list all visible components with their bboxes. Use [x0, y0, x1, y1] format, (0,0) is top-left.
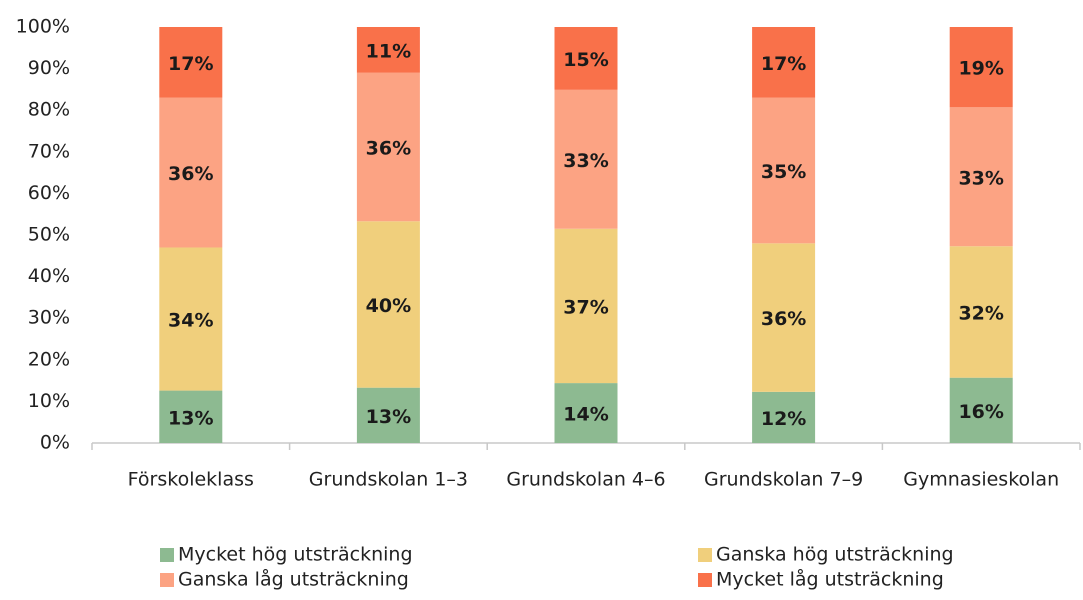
- data-label: 34%: [168, 310, 213, 332]
- bar-segment: [159, 247, 223, 391]
- bar-segment: [159, 97, 223, 248]
- bar-segment: [356, 221, 420, 388]
- data-label: 37%: [563, 296, 608, 318]
- legend-label: Ganska hög utsträckning: [716, 544, 954, 566]
- y-tick-label: 70%: [28, 140, 70, 162]
- bar-segment: [752, 391, 816, 443]
- data-label: 17%: [761, 53, 806, 75]
- bar-segment: [949, 27, 1013, 108]
- x-tick-label: Grundskolan 4–6: [506, 469, 665, 491]
- bar-segment: [554, 383, 618, 443]
- data-label: 15%: [563, 49, 608, 71]
- y-tick-label: 0%: [40, 432, 70, 454]
- bar-segment: [554, 228, 618, 384]
- data-label: 12%: [761, 408, 806, 430]
- y-tick-label: 50%: [28, 224, 70, 246]
- data-label: 11%: [366, 40, 411, 62]
- data-label: 33%: [958, 167, 1003, 189]
- y-tick-label: 100%: [16, 16, 70, 38]
- x-tick-label: Gymnasieskolan: [903, 469, 1059, 491]
- data-label: 35%: [761, 161, 806, 183]
- x-tick-label: Grundskolan 1–3: [309, 469, 468, 491]
- legend-swatch: [160, 573, 174, 587]
- legend-label: Mycket låg utsträckning: [716, 568, 944, 591]
- data-label: 19%: [958, 58, 1003, 80]
- x-tick-label: Grundskolan 7–9: [704, 469, 863, 491]
- legend-label: Mycket hög utsträckning: [178, 544, 413, 566]
- bar-segment: [554, 27, 618, 90]
- bar-segment: [356, 72, 420, 222]
- y-tick-label: 80%: [28, 99, 70, 121]
- data-label: 13%: [366, 406, 411, 428]
- legend-swatch: [698, 548, 712, 562]
- bar-segment: [554, 89, 618, 229]
- bar-segment: [949, 107, 1013, 247]
- data-label: 14%: [563, 404, 608, 426]
- data-label: 36%: [761, 308, 806, 330]
- data-label: 17%: [168, 53, 213, 75]
- bar-segment: [949, 246, 1013, 378]
- data-label: 13%: [168, 407, 213, 429]
- data-label: 36%: [366, 138, 411, 160]
- data-label: 16%: [958, 401, 1003, 423]
- legend-swatch: [698, 573, 712, 587]
- y-tick-label: 60%: [28, 182, 70, 204]
- y-tick-label: 40%: [28, 265, 70, 287]
- y-tick-label: 90%: [28, 57, 70, 79]
- bar-segment: [356, 387, 420, 443]
- bar-segment: [159, 27, 223, 98]
- y-tick-label: 30%: [28, 307, 70, 329]
- bar-segment: [949, 377, 1013, 443]
- y-tick-label: 10%: [28, 390, 70, 412]
- bar-segment: [752, 27, 816, 98]
- x-tick-label: Förskoleklass: [128, 469, 254, 491]
- bar-segment: [752, 97, 816, 244]
- y-tick-label: 20%: [28, 348, 70, 370]
- bar-segment: [752, 243, 816, 392]
- data-label: 33%: [563, 150, 608, 172]
- bar-segment: [356, 27, 420, 73]
- data-label: 36%: [168, 163, 213, 185]
- bar-segment: [159, 390, 223, 443]
- data-label: 40%: [366, 295, 411, 317]
- legend-label: Ganska låg utsträckning: [178, 568, 409, 591]
- legend-swatch: [160, 548, 174, 562]
- data-label: 32%: [958, 302, 1003, 324]
